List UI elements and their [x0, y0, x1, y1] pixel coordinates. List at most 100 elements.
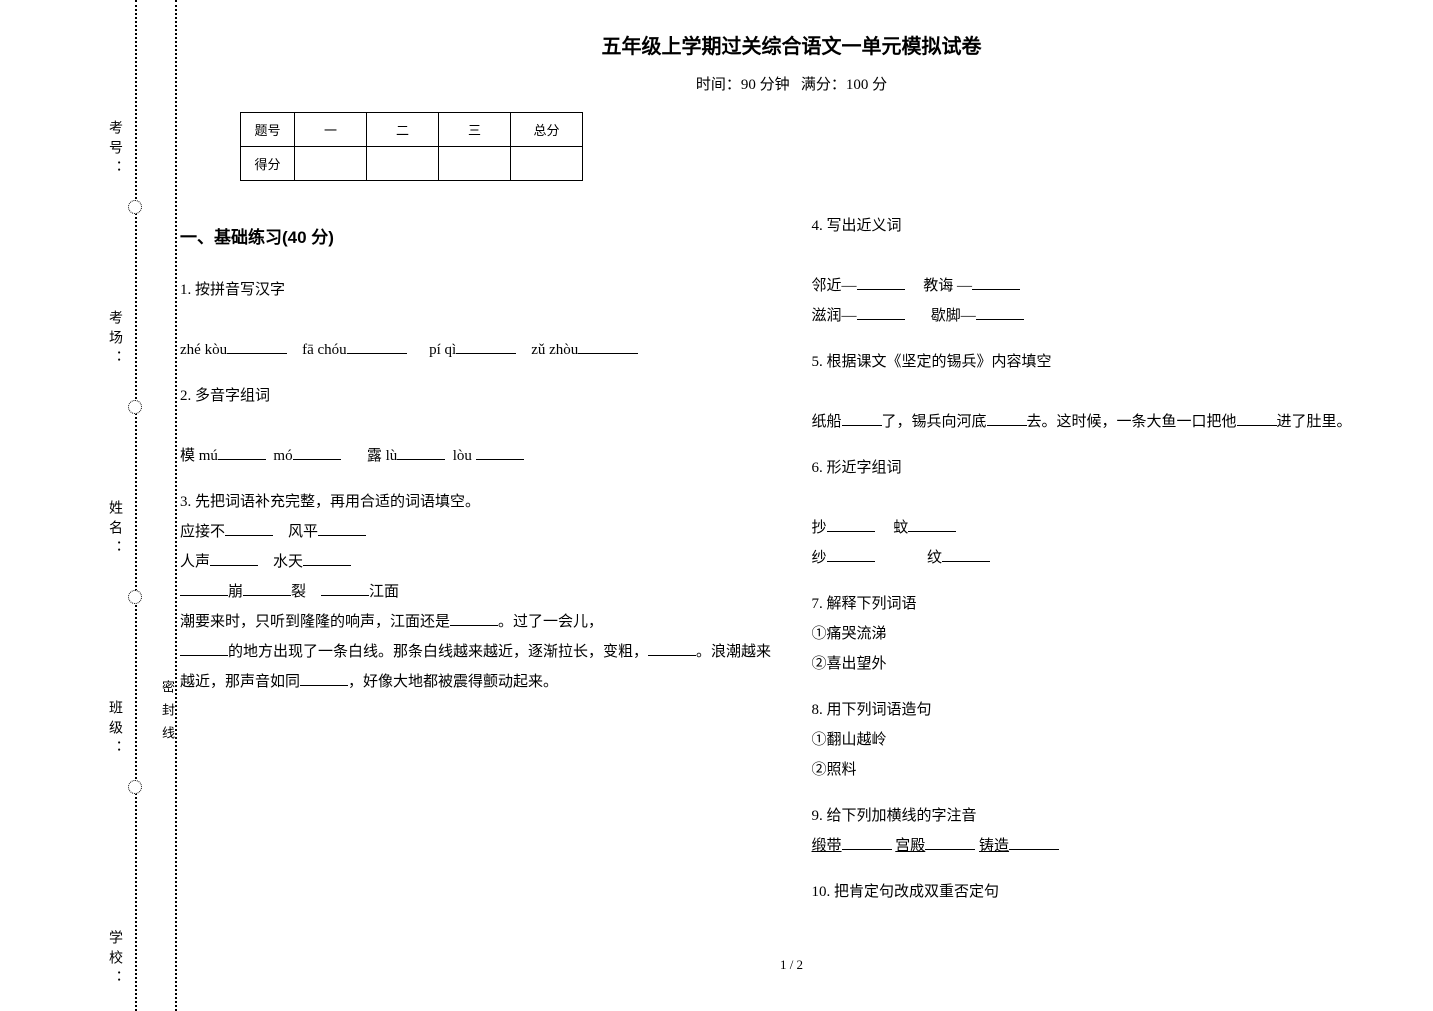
question-9: 9. 给下列加横线的字注音 缎带 宫殿 铸造 — [812, 801, 1404, 861]
blank — [225, 521, 273, 536]
binding-seal-text: 密封线 — [158, 680, 177, 749]
poly-item: mó — [273, 448, 292, 464]
blank — [578, 339, 638, 354]
blank — [321, 581, 369, 596]
pinyin-word: 宫殿 — [895, 838, 925, 854]
q-text: 根据课文《坚定的锡兵》内容填空 — [827, 354, 1052, 370]
pinyin-word: 缎带 — [812, 838, 842, 854]
q-text: 多音字组词 — [195, 388, 270, 404]
score-cell — [295, 147, 367, 181]
question-1: 1. 按拼音写汉字 zhé kòu fā chóu pí qì zǔ zhòu — [180, 275, 772, 365]
char-item: 蚊 — [893, 520, 908, 536]
q-text: 形近字组词 — [827, 460, 902, 476]
question-2: 2. 多音字组词 模 mú mó 露 lù lòu — [180, 381, 772, 471]
question-8: 8. 用下列词语造句 ①翻山越岭 ②照料 — [812, 695, 1404, 785]
q-text: 把肯定句改成双重否定句 — [834, 884, 999, 900]
q-num: 6. — [812, 460, 823, 476]
blank — [648, 641, 696, 656]
th-3: 三 — [439, 113, 511, 147]
blank — [857, 305, 905, 320]
cloze-text: 了，锡兵向河底 — [882, 414, 987, 430]
blank — [476, 445, 524, 460]
question-5: 5. 根据课文《坚定的锡兵》内容填空 纸船了，锡兵向河底去。这时候，一条大鱼一口… — [812, 347, 1404, 437]
binding-label-id: 考号： — [104, 120, 124, 180]
para-text: 。过了一会儿， — [498, 614, 603, 630]
dotted-line-inner — [175, 0, 177, 1011]
poly-item: 模 mú — [180, 448, 218, 464]
pinyin-word: 铸造 — [979, 838, 1009, 854]
blank — [842, 849, 892, 850]
dotted-line-outer — [135, 0, 137, 1011]
idiom-stem: 应接不 — [180, 524, 225, 540]
char-item: 抄 — [812, 520, 827, 536]
binding-label-school: 学校： — [104, 930, 124, 990]
circle-mark — [128, 400, 142, 414]
blank — [397, 445, 445, 460]
char-item: 纱 — [812, 550, 827, 566]
score-cell — [511, 147, 583, 181]
blank — [456, 339, 516, 354]
right-column: 4. 写出近义词 邻近— 教诲 — 滋润— 歇脚— 5. 根据课文《坚定的锡兵》… — [812, 211, 1404, 923]
blank — [218, 445, 266, 460]
binding-label-class: 班级： — [104, 700, 124, 760]
para-text: 潮要来时，只听到隆隆的响声，江面还是 — [180, 614, 450, 630]
blank — [842, 411, 882, 426]
blank — [925, 849, 975, 850]
q-num: 2. — [180, 388, 191, 404]
idiom-stem: 风平 — [288, 524, 318, 540]
q-num: 10. — [812, 884, 831, 900]
q-num: 9. — [812, 808, 823, 824]
poly-item: lòu — [453, 448, 472, 464]
blank — [450, 611, 498, 626]
q-num: 5. — [812, 354, 823, 370]
q-num: 1. — [180, 282, 191, 298]
idiom-part: 江面 — [369, 584, 399, 600]
blank — [908, 517, 956, 532]
blank — [293, 445, 341, 460]
exam-meta: 时间：90 分钟 满分：100 分 — [180, 73, 1403, 94]
pinyin-item: pí qì — [429, 342, 456, 358]
th-number: 题号 — [241, 113, 295, 147]
syn-item: 邻近— — [812, 278, 857, 294]
pinyin-item: zhé kòu — [180, 342, 227, 358]
score-cell — [439, 147, 511, 181]
syn-item: 歇脚— — [931, 308, 976, 324]
idiom-part: 裂 — [291, 584, 306, 600]
para-text: ，好像大地都被震得颤动起来。 — [348, 674, 558, 690]
blank — [347, 339, 407, 354]
blank — [318, 521, 366, 536]
idiom-part: 崩 — [228, 584, 243, 600]
left-column: 一、基础练习(40 分) 1. 按拼音写汉字 zhé kòu fā chóu p… — [180, 211, 772, 923]
blank — [180, 641, 228, 656]
q-num: 4. — [812, 218, 823, 234]
q-text: 解释下列词语 — [827, 596, 917, 612]
blank — [987, 411, 1027, 426]
term-item: ②照料 — [812, 762, 857, 778]
blank — [227, 339, 287, 354]
q-text: 先把词语补充完整，再用合适的词语填空。 — [195, 494, 480, 510]
question-7: 7. 解释下列词语 ①痛哭流涕 ②喜出望外 — [812, 589, 1404, 679]
syn-item: 滋润— — [812, 308, 857, 324]
q-text: 用下列词语造句 — [827, 702, 932, 718]
page-number: 1 / 2 — [780, 957, 803, 973]
pinyin-item: zǔ zhòu — [531, 342, 578, 358]
blank — [1237, 411, 1277, 426]
page-content: 五年级上学期过关综合语文一单元模拟试卷 时间：90 分钟 满分：100 分 题号… — [180, 30, 1403, 981]
q-num: 8. — [812, 702, 823, 718]
idiom-stem: 水天 — [273, 554, 303, 570]
idiom-stem: 人声 — [180, 554, 210, 570]
cloze-text: 纸船 — [812, 414, 842, 430]
q-num: 3. — [180, 494, 191, 510]
question-6: 6. 形近字组词 抄 蚊 纱 纹 — [812, 453, 1404, 573]
blank — [976, 305, 1024, 320]
blank — [827, 517, 875, 532]
binding-strip: 学校： 班级： 姓名： 考场： 考号： 密封线 — [40, 0, 160, 1011]
q-text: 给下列加横线的字注音 — [827, 808, 977, 824]
question-4: 4. 写出近义词 邻近— 教诲 — 滋润— 歇脚— — [812, 211, 1404, 331]
blank — [942, 547, 990, 562]
blank — [1009, 849, 1059, 850]
blank — [303, 551, 351, 566]
question-10: 10. 把肯定句改成双重否定句 — [812, 877, 1404, 907]
th-1: 一 — [295, 113, 367, 147]
circle-mark — [128, 780, 142, 794]
